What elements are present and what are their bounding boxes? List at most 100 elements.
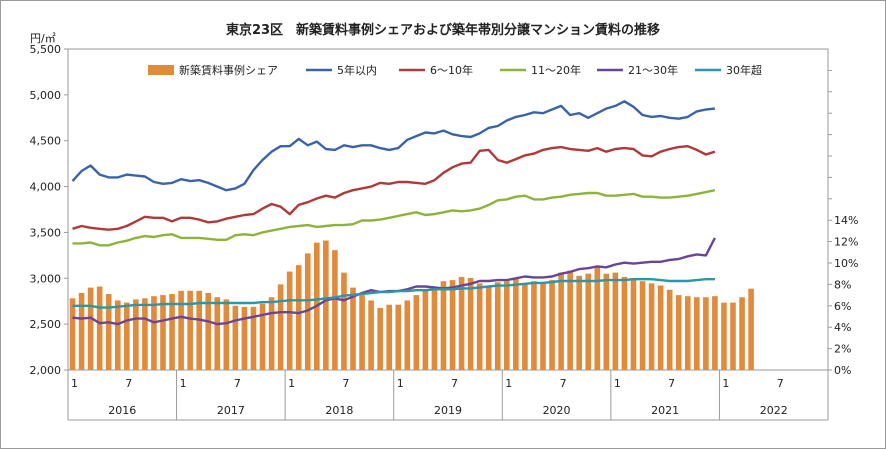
bar xyxy=(295,265,302,370)
y-left-tick-label: 4,500 xyxy=(30,135,62,148)
y-left-tick-label: 3,000 xyxy=(30,272,62,285)
bar xyxy=(332,250,338,370)
bar xyxy=(268,297,275,370)
bar xyxy=(196,290,202,370)
bar xyxy=(142,298,148,370)
bar xyxy=(422,290,429,370)
x-month-tick-label: 7 xyxy=(342,377,349,390)
bar xyxy=(522,284,528,370)
bar xyxy=(531,281,537,370)
bar xyxy=(205,292,212,370)
bar xyxy=(648,283,655,370)
x-year-label: 2021 xyxy=(651,404,679,417)
x-month-tick-label: 7 xyxy=(560,377,567,390)
bar xyxy=(712,296,718,370)
y-right-tick-label: 10% xyxy=(834,257,858,270)
plot-area: 2,000 2,500 3,000 3,500 4,000 4,500 5,000 5,500… xyxy=(30,43,858,421)
bar xyxy=(694,297,700,370)
bar xyxy=(277,284,284,370)
bar xyxy=(286,271,293,370)
bar xyxy=(105,294,112,370)
bar xyxy=(657,285,664,370)
bar xyxy=(612,272,619,370)
x-month-tick-label: 1 xyxy=(180,377,187,390)
y-right-tick-label: 12% xyxy=(834,236,858,249)
legend-label: 新築賃料事例シェア xyxy=(179,63,278,77)
y-right-tick-label: 14% xyxy=(834,214,858,227)
bar xyxy=(675,295,682,370)
bar xyxy=(386,304,392,370)
bar xyxy=(494,282,501,370)
series-line-2 xyxy=(72,189,716,247)
bar xyxy=(323,240,329,370)
x-year-label: 2019 xyxy=(434,404,462,417)
x-year-label: 2016 xyxy=(108,404,136,417)
bar xyxy=(341,272,347,370)
x-month-tick-label: 7 xyxy=(234,377,241,390)
bar xyxy=(440,281,447,370)
bar xyxy=(594,267,601,370)
bar xyxy=(124,302,130,370)
x-month-tick-label: 1 xyxy=(71,377,78,390)
x-month-tick-label: 1 xyxy=(505,377,512,390)
bar xyxy=(558,272,564,370)
x-month-tick-label: 1 xyxy=(397,377,404,390)
legend-label: 11～20年 xyxy=(531,63,581,77)
y-unit-label: 円/㎡ xyxy=(30,32,56,45)
x-year-label: 2018 xyxy=(325,404,353,417)
bar xyxy=(748,288,754,370)
bar xyxy=(513,279,519,370)
bar xyxy=(377,307,383,370)
legend-label: 30年超 xyxy=(726,63,762,77)
x-month-tick-label: 7 xyxy=(668,377,675,390)
bar xyxy=(467,277,474,370)
bar xyxy=(187,290,193,370)
bar xyxy=(178,290,184,370)
bar xyxy=(413,295,420,370)
y-right-tick-label: 2% xyxy=(834,343,851,356)
y-left-tick-label: 4,000 xyxy=(30,181,62,194)
bar xyxy=(630,277,637,370)
bar xyxy=(730,302,736,370)
bar xyxy=(114,300,121,370)
y-left-tick-label: 5,000 xyxy=(30,89,62,102)
bar xyxy=(621,276,628,370)
series-line-4 xyxy=(72,278,715,309)
bar xyxy=(368,300,374,370)
series-line-0 xyxy=(71,100,716,192)
bar xyxy=(359,295,365,370)
x-month-tick-label: 7 xyxy=(777,377,784,390)
bar xyxy=(576,275,582,370)
bar xyxy=(585,273,592,370)
legend-label: 6～10年 xyxy=(430,63,473,77)
bar xyxy=(395,304,402,370)
bar xyxy=(603,273,610,370)
legend-label: 5年以内 xyxy=(337,63,377,77)
legend: 新築賃料事例シェア 5年以内 6～10年 11～20年 21～30年 30年超 xyxy=(148,63,762,77)
bar xyxy=(549,280,555,370)
bar xyxy=(684,296,691,370)
y-left-tick-label: 3,500 xyxy=(30,226,62,239)
bar xyxy=(476,283,483,370)
bar xyxy=(214,297,221,370)
legend-label: 21～30年 xyxy=(628,63,678,77)
bar xyxy=(250,306,257,370)
bar xyxy=(567,270,573,370)
bar xyxy=(504,281,510,370)
bar xyxy=(169,294,175,370)
bar xyxy=(160,295,166,370)
bar xyxy=(232,305,239,370)
bar xyxy=(241,306,248,370)
x-month-tick-label: 1 xyxy=(614,377,621,390)
chart-title: 東京23区 新築賃料事例シェアおよび築年帯別分譲マンション賃料の推移 xyxy=(226,22,660,38)
bar xyxy=(458,276,465,370)
x-year-label: 2020 xyxy=(543,404,571,417)
bar xyxy=(721,302,727,370)
y-right-tick-label: 6% xyxy=(834,300,851,313)
bar xyxy=(449,280,456,370)
bar xyxy=(304,253,311,370)
bar xyxy=(69,298,76,370)
